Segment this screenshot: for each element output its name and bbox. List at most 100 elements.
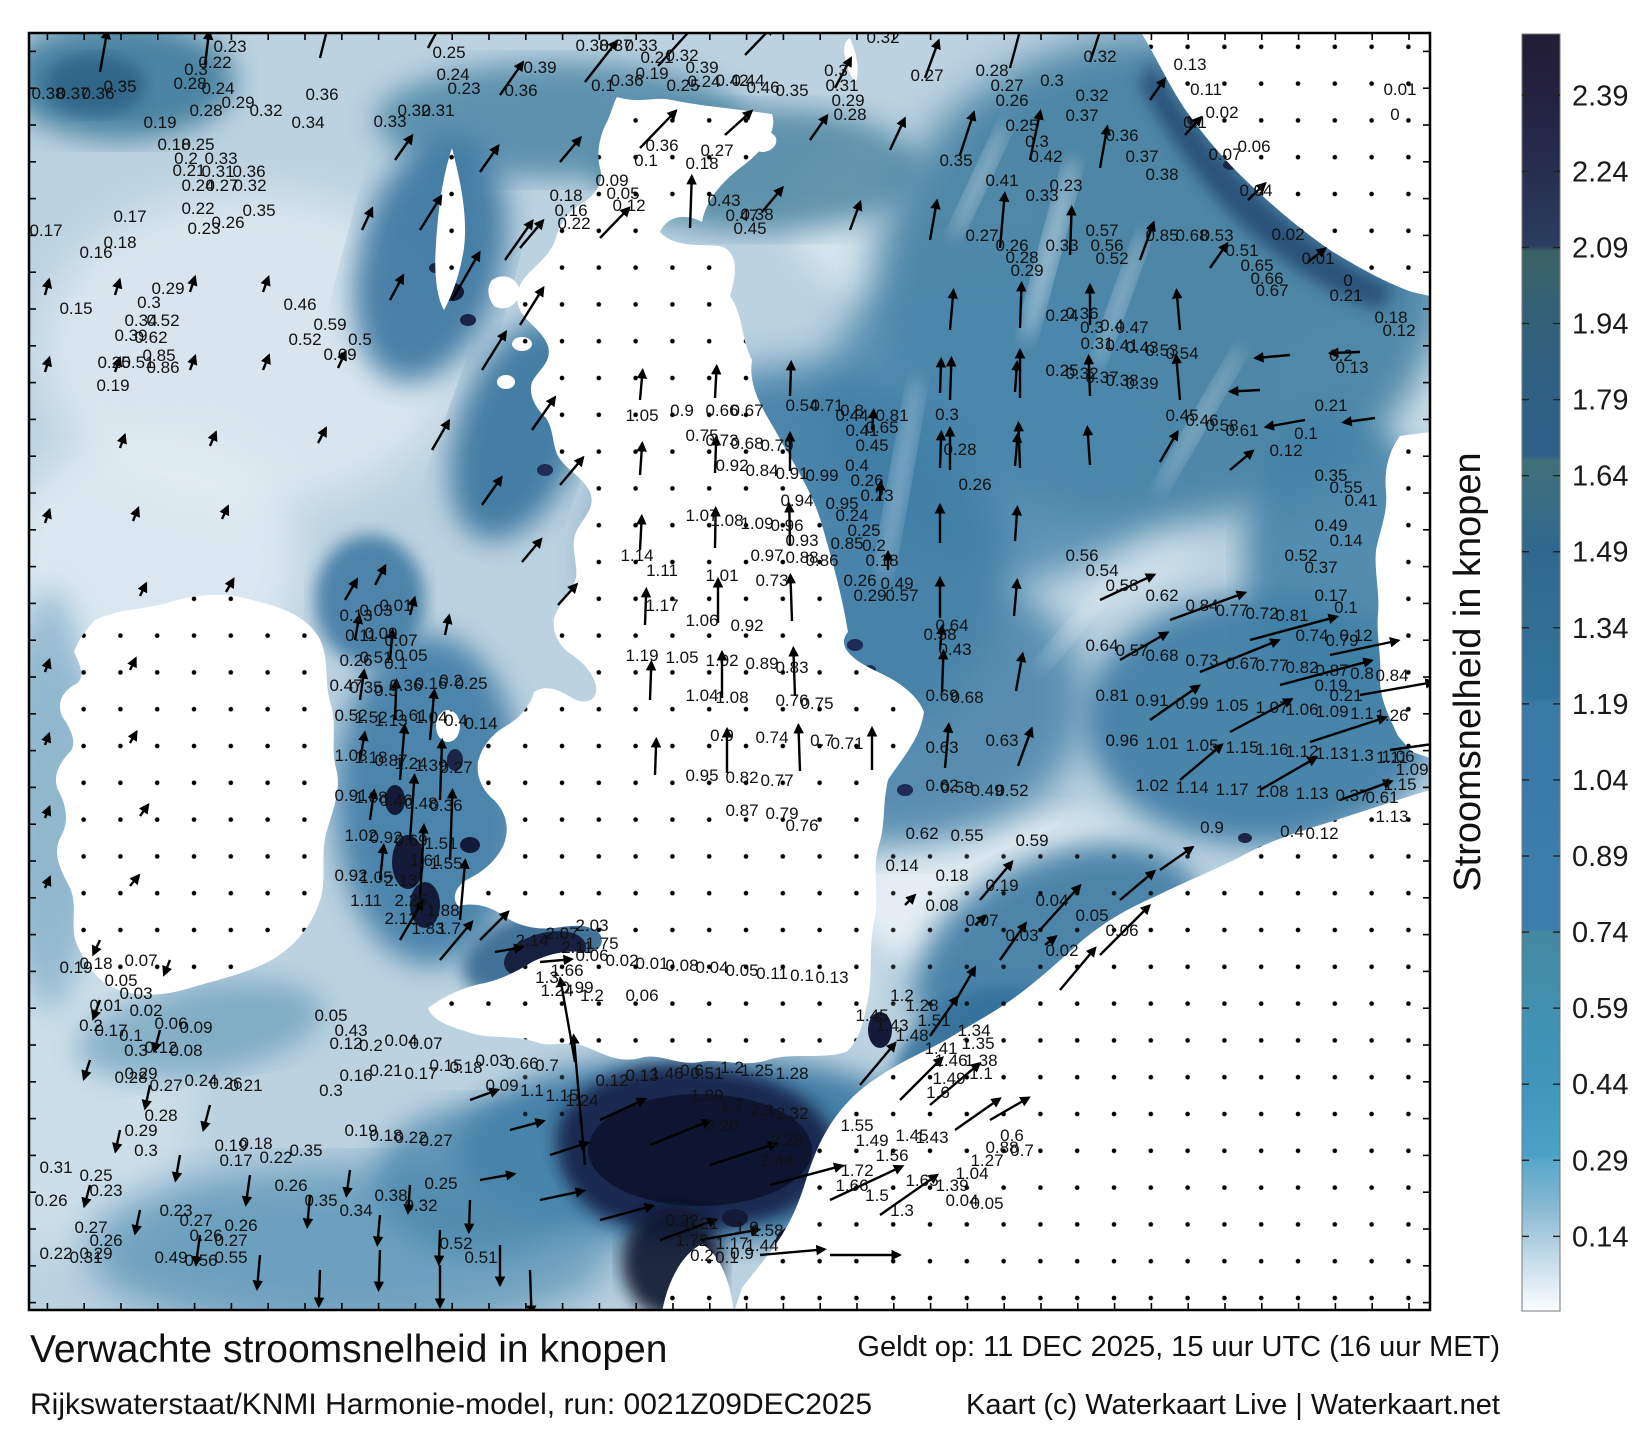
current-value-label: 0.18 — [369, 1126, 402, 1145]
current-value-label: 0.35 — [1314, 466, 1347, 485]
current-value-label: 0.2 — [1329, 346, 1353, 365]
current-value-label: 0.22 — [39, 1244, 72, 1263]
current-value-label: 0.22 — [198, 53, 231, 72]
current-value-label: 0.37 — [599, 36, 632, 55]
current-value-label: 1.13 — [1375, 807, 1408, 826]
current-value-label: 1.11 — [350, 891, 382, 910]
current-value-label: 0.07 — [124, 951, 157, 970]
current-arrow — [1359, 678, 1430, 697]
current-value-label: 1.58 — [750, 1221, 783, 1240]
current-value-label: 0.67 — [730, 401, 763, 420]
current-value-label: 0.27 — [214, 1231, 247, 1250]
current-value-label: 0.18 — [1374, 308, 1407, 327]
current-value-label: 1.01 — [1145, 734, 1178, 753]
current-value-label: 0.13 — [815, 968, 848, 987]
current-value-label: 0.51 — [359, 648, 392, 667]
current-arrow — [1119, 631, 1170, 662]
current-arrow — [469, 1087, 501, 1102]
current-value-label: 1.39 — [414, 756, 447, 775]
current-value-label: 0.24 — [835, 506, 868, 525]
current-value-label: 0.28 — [943, 440, 976, 459]
current-value-label: 0.46 — [283, 295, 316, 314]
current-value-label: 0.92 — [730, 616, 763, 635]
current-arrow — [709, 1140, 779, 1167]
current-value-label: 0.69 — [394, 831, 427, 850]
current-value-label: 1.05 — [665, 648, 698, 667]
current-arrow — [935, 356, 947, 394]
current-arrow — [138, 802, 150, 817]
current-value-label: 0.32 — [866, 28, 899, 47]
current-arrow — [352, 613, 364, 641]
current-value-label: 0.03 — [119, 984, 152, 1003]
current-value-label: 1.89 — [690, 1086, 723, 1105]
current-value-label: 0.37 — [1335, 786, 1368, 805]
current-value-label: 0.28 — [144, 1106, 177, 1125]
current-arrow — [659, 1217, 719, 1242]
current-arrow — [549, 1140, 591, 1157]
current-value-label: 0.1 — [119, 1026, 143, 1045]
colorbar-axis-label: Stroomsnelheid in knopen — [1447, 452, 1489, 891]
current-value-label: 1.66 — [835, 1176, 868, 1195]
current-value-label: 0.59 — [313, 315, 346, 334]
current-arrow — [904, 893, 917, 906]
current-value-label: 0.26 — [274, 1176, 307, 1195]
current-arrow — [788, 645, 799, 697]
current-value-label: 1.11 — [646, 561, 678, 580]
current-arrow — [41, 277, 53, 296]
current-arrow — [343, 577, 359, 601]
current-value-label: 0.19 — [143, 113, 176, 132]
current-arrow — [569, 1033, 587, 1166]
current-value-label: 0.85 — [1145, 226, 1178, 245]
current-arrow — [191, 1234, 203, 1267]
current-value-label: 0.7 — [810, 731, 834, 750]
current-value-label: 0.73 — [755, 571, 788, 590]
current-value-label: 0.25 — [432, 43, 465, 62]
current-value-label: 0.12 — [1339, 626, 1372, 645]
current-arrow — [1138, 220, 1156, 261]
current-value-label: 0.43 — [938, 640, 971, 659]
current-arrow — [710, 505, 721, 549]
current-value-label: 0.52 — [439, 1234, 472, 1253]
current-value-label: 0 — [1390, 105, 1399, 124]
current-value-label: 0.3 — [319, 1081, 343, 1100]
current-value-label: 0.16 — [339, 1066, 372, 1085]
current-value-label: 0.01 — [1301, 249, 1334, 268]
current-arrow — [942, 722, 954, 769]
current-arrow — [358, 730, 369, 761]
current-value-label: 0.35 — [775, 81, 808, 100]
current-value-label: 0.87 — [374, 751, 407, 770]
current-value-label: 0.47 — [329, 676, 362, 695]
current-value-label: 0.14 — [464, 714, 497, 733]
current-arrow — [463, 1199, 475, 1235]
colorbar-tick-label: 0.14 — [1572, 1221, 1628, 1253]
current-value-label: 1.05 — [625, 406, 658, 425]
current-value-label: 1.49 — [932, 1069, 965, 1088]
current-arrow — [386, 628, 398, 661]
current-value-label: 0.54 — [1165, 344, 1198, 363]
current-value-label: 0.17 — [219, 1151, 252, 1170]
current-arrow — [151, 1029, 162, 1054]
current-value-label: 0.23 — [860, 486, 893, 505]
current-arrow — [584, 39, 619, 83]
current-value-label: 1.46 — [934, 1051, 967, 1070]
current-value-label: 0.84 — [1185, 596, 1218, 615]
current-arrow — [947, 288, 959, 331]
current-arrow — [1066, 204, 1077, 256]
current-value-label: 0.32 — [404, 1196, 437, 1215]
current-value-label: 0.25 — [1045, 361, 1078, 380]
current-arrow — [744, 33, 775, 56]
current-value-label: 0.52 — [1284, 546, 1317, 565]
current-arrow — [202, 33, 214, 66]
current-arrow — [989, 1096, 1031, 1122]
current-value-label: 0.26 — [34, 1191, 67, 1210]
current-value-label: 0.27 — [990, 76, 1023, 95]
current-value-label: 0.22 — [557, 214, 590, 233]
current-arrow — [1011, 504, 1023, 542]
current-arrow — [829, 1164, 905, 1202]
current-value-label: 0.74 — [1295, 626, 1328, 645]
current-value-label: 0.68 — [730, 434, 763, 453]
current-value-label: 0.27 — [205, 176, 238, 195]
current-value-label: 0.41 — [1105, 336, 1138, 355]
current-value-label: 0.35 — [103, 77, 136, 96]
current-arrow — [162, 959, 173, 977]
